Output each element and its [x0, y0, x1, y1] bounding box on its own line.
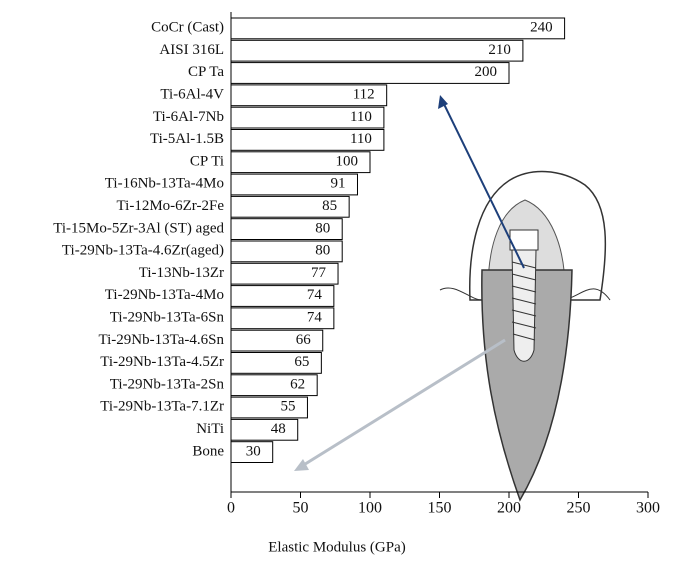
y-tick-label: CP Ta: [188, 64, 224, 80]
x-axis-title: Elastic Modulus (GPa): [268, 539, 405, 555]
data-label: 210: [488, 42, 511, 58]
bar: [231, 40, 523, 61]
y-tick-label: Ti-13Nb-13Zr: [139, 265, 224, 281]
data-label: 30: [246, 443, 261, 459]
data-label: 74: [307, 287, 323, 303]
y-tick-label: Ti-6Al-7Nb: [153, 109, 224, 125]
data-label: 110: [350, 131, 372, 147]
x-tick-label: 0: [227, 500, 235, 517]
y-tick-label: Ti-15Mo-5Zr-3Al (ST) aged: [53, 220, 224, 236]
x-tick-label: 300: [636, 500, 660, 517]
data-label: 80: [315, 243, 330, 259]
x-tick-label: 50: [293, 500, 309, 517]
y-tick-label: NiTi: [196, 421, 224, 437]
data-label: 65: [294, 354, 309, 370]
bar: [231, 18, 565, 39]
y-tick-label: Ti-29Nb-13Ta-4.6Sn: [99, 332, 225, 348]
x-tick-label: 100: [358, 500, 382, 517]
data-label: 240: [530, 20, 553, 36]
data-label: 55: [280, 399, 295, 415]
bar: [231, 63, 509, 84]
chart: Elastic Modulus (GPa) 0 50 100 150 200 250 300…: [0, 0, 673, 564]
y-tick-label: Ti-6Al-4V: [160, 86, 224, 102]
y-tick-label: Ti-12Mo-6Zr-2Fe: [117, 198, 225, 214]
y-tick-label: CP Ti: [190, 153, 224, 169]
data-label: 48: [271, 421, 286, 437]
data-label: 66: [296, 332, 312, 348]
y-tick-label: Ti-29Nb-13Ta-2Sn: [110, 376, 225, 392]
data-label: 100: [336, 153, 359, 169]
data-label: 110: [350, 109, 372, 125]
bar: [231, 419, 298, 440]
data-label: 77: [311, 265, 327, 281]
x-tick-label: 250: [567, 500, 591, 517]
x-tick-label: 150: [428, 500, 452, 517]
x-tick-label: 200: [497, 500, 521, 517]
y-tick-label: Ti-16Nb-13Ta-4Mo: [105, 176, 224, 192]
y-tick-label: Ti-5Al-1.5B: [150, 131, 224, 147]
y-tick-label: AISI 316L: [159, 42, 224, 58]
y-tick-label: Ti-29Nb-13Ta-7.1Zr: [100, 399, 224, 415]
tooth-illustration: [440, 172, 610, 500]
y-tick-label: Ti-29Nb-13Ta-4.5Zr: [100, 354, 224, 370]
y-tick-label: Ti-29Nb-13Ta-6Sn: [110, 309, 225, 325]
data-label: 62: [290, 376, 305, 392]
data-label: 85: [322, 198, 337, 214]
data-label: 91: [330, 176, 345, 192]
bar: [231, 397, 307, 418]
data-label: 112: [353, 86, 375, 102]
data-label: 74: [307, 309, 323, 325]
arrow-head: [294, 459, 309, 471]
data-label: 80: [315, 220, 330, 236]
y-tick-label: Bone: [192, 443, 224, 459]
y-tick-label: CoCr (Cast): [151, 20, 224, 36]
y-tick-label: Ti-29Nb-13Ta-4.6Zr(aged): [62, 243, 224, 259]
y-tick-label: Ti-29Nb-13Ta-4Mo: [105, 287, 224, 303]
arrow: [302, 340, 505, 466]
data-label: 200: [475, 64, 498, 80]
arrow-head: [438, 95, 448, 109]
